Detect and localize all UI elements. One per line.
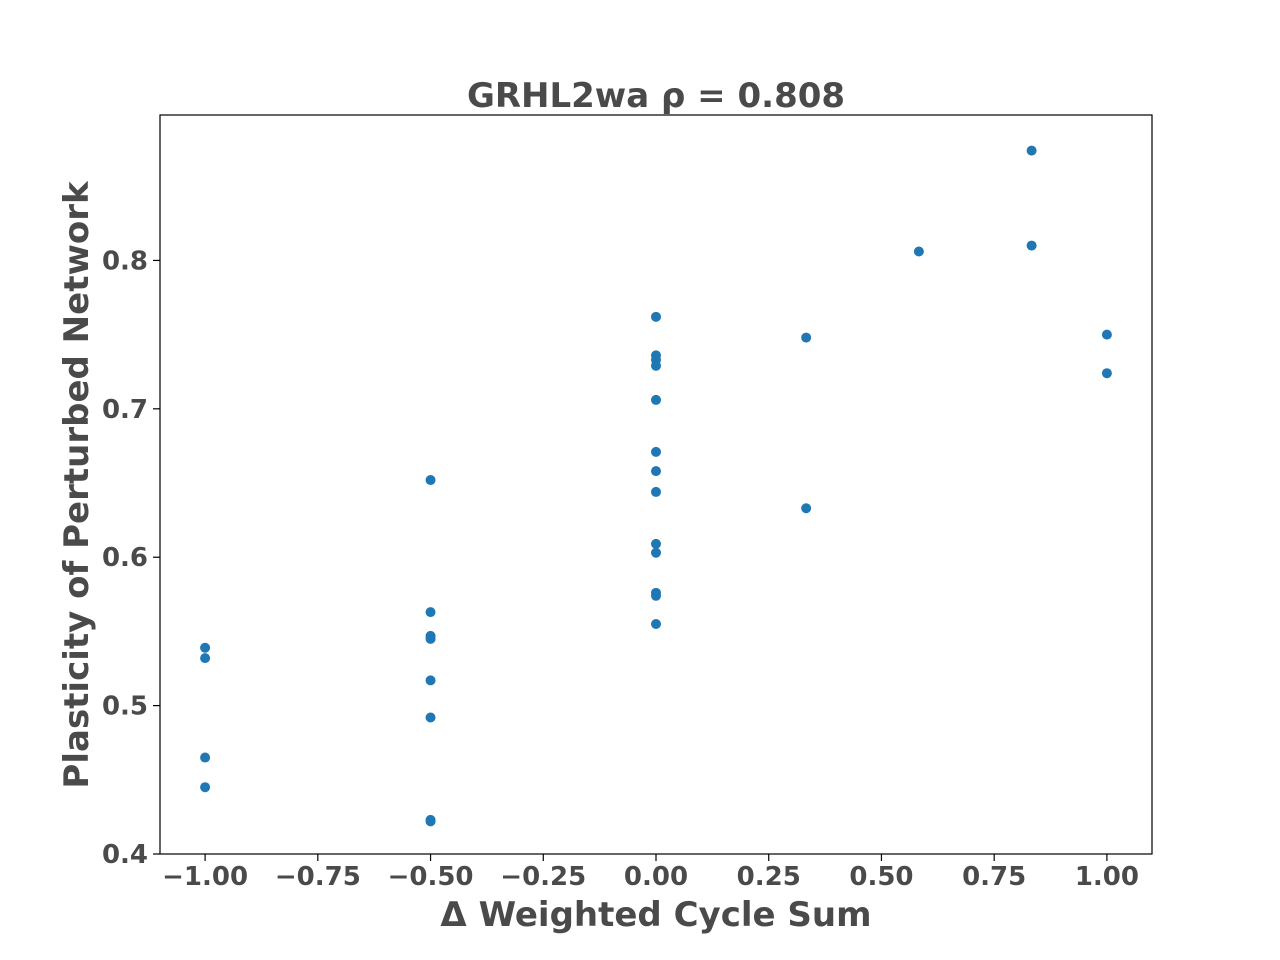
data-point: [1026, 240, 1037, 251]
x-tick-label: 0.00: [624, 862, 688, 892]
data-point: [801, 332, 812, 343]
data-point: [200, 642, 211, 653]
data-point: [651, 590, 661, 601]
data-point: [200, 752, 211, 763]
data-point: [651, 394, 661, 405]
data-point: [651, 538, 661, 549]
x-tick-label: 1.00: [1075, 862, 1139, 892]
data-point: [651, 466, 661, 477]
x-axis: −1.00 −0.75 −0.50 −0.25 0.00 0.25 0.50 0.75 1.00: [162, 854, 1139, 892]
y-axis: 0.4 0.5 0.6 0.7 0.8: [102, 246, 160, 870]
y-axis-label: Plasticity of Perturbed Network: [57, 180, 97, 789]
x-tick-label: 0.50: [849, 862, 913, 892]
y-tick-label: 0.8: [102, 246, 148, 276]
data-point: [200, 782, 211, 793]
x-tick-label: −0.75: [275, 862, 361, 892]
data-point: [425, 475, 436, 486]
y-tick-label: 0.6: [102, 543, 148, 573]
data-point: [651, 446, 661, 457]
data-point: [801, 503, 812, 514]
data-points: [200, 145, 1112, 827]
data-point: [651, 360, 661, 371]
data-point: [425, 633, 436, 644]
y-tick-label: 0.4: [102, 840, 148, 870]
data-point: [651, 547, 661, 558]
data-point: [425, 607, 436, 618]
data-point: [200, 653, 211, 664]
data-point: [1026, 145, 1037, 156]
y-tick-label: 0.7: [102, 395, 148, 425]
plot-frame: [159, 114, 1153, 855]
x-tick-label: 0.25: [737, 862, 801, 892]
data-point: [651, 486, 661, 497]
x-tick-label: −0.50: [388, 862, 474, 892]
x-tick-label: −1.00: [162, 862, 248, 892]
data-point: [651, 618, 661, 629]
data-point: [651, 311, 661, 322]
data-point: [913, 246, 924, 257]
data-point: [1101, 329, 1112, 340]
x-tick-label: −0.25: [500, 862, 586, 892]
x-tick-label: 0.75: [962, 862, 1026, 892]
y-tick-label: 0.5: [102, 692, 148, 722]
data-point: [425, 816, 436, 827]
data-point: [425, 712, 436, 723]
chart-title: GRHL2wa ρ = 0.808: [467, 76, 845, 116]
x-axis-label: Δ Weighted Cycle Sum: [440, 895, 871, 935]
data-point: [425, 675, 436, 686]
data-point: [1101, 368, 1112, 379]
